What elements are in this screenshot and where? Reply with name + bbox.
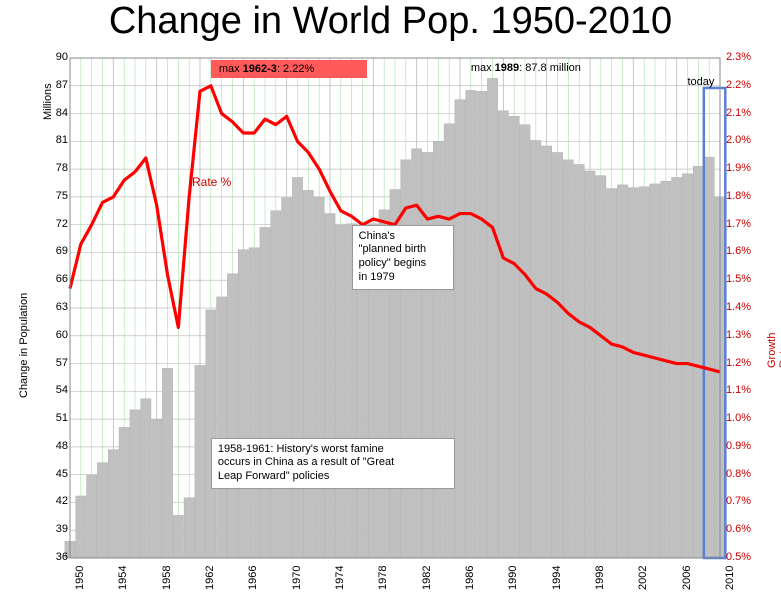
x-tick: 1998: [594, 566, 606, 590]
y1-tick: 36: [48, 551, 68, 563]
y1-tick: 42: [48, 495, 68, 507]
y2-tick: 2.1%: [726, 107, 751, 119]
y2-tick: 0.9%: [726, 440, 751, 452]
x-tick: 1994: [551, 566, 563, 590]
y2-tick: 0.7%: [726, 495, 751, 507]
chart-svg: [0, 0, 781, 599]
x-tick: 1966: [247, 566, 259, 590]
y2-tick: 1.0%: [726, 412, 751, 424]
x-tick: 2002: [637, 566, 649, 590]
rate-label: Rate %: [192, 175, 231, 189]
today-label: today: [688, 76, 715, 88]
max-rate-annotation: max 1962-3: 2.22%: [211, 60, 367, 78]
y2-tick: 1.1%: [726, 384, 751, 396]
y2-tick: 1.8%: [726, 190, 751, 202]
x-tick: 1954: [117, 566, 129, 590]
y2-tick: 1.7%: [726, 218, 751, 230]
y2-tick: 0.5%: [726, 551, 751, 563]
x-tick: 1970: [291, 566, 303, 590]
y1-tick: 78: [48, 162, 68, 174]
x-tick: 1986: [464, 566, 476, 590]
y1-tick: 72: [48, 218, 68, 230]
y1-tick: 57: [48, 357, 68, 369]
y2-tick: 2.0%: [726, 134, 751, 146]
x-tick: 1962: [204, 566, 216, 590]
x-tick: 1978: [377, 566, 389, 590]
y1-tick: 48: [48, 440, 68, 452]
y1-tick: 66: [48, 273, 68, 285]
y1-tick: 75: [48, 190, 68, 202]
y1-tick: 45: [48, 468, 68, 480]
x-tick: 1990: [507, 566, 519, 590]
y1-tick: 54: [48, 384, 68, 396]
y1-tick: 69: [48, 245, 68, 257]
y2-tick: 0.8%: [726, 468, 751, 480]
y2-tick: 1.4%: [726, 301, 751, 313]
y1-tick: 39: [48, 523, 68, 535]
china-policy-annotation: China's"planned birthpolicy" beginsin 19…: [352, 225, 454, 290]
famine-annotation: 1958-1961: History's worst famineoccurs …: [211, 438, 455, 489]
y2-tick: 2.2%: [726, 79, 751, 91]
y2-tick: 0.6%: [726, 523, 751, 535]
y1-tick: 90: [48, 51, 68, 63]
y2-tick: 1.9%: [726, 162, 751, 174]
y1-tick: 51: [48, 412, 68, 424]
y2-axis-label: Growth Rate: [766, 333, 781, 368]
y1-tick: 63: [48, 301, 68, 313]
x-tick: 1950: [74, 566, 86, 590]
y2-tick: 1.2%: [726, 357, 751, 369]
y1-tick: 81: [48, 134, 68, 146]
y2-tick: 1.3%: [726, 329, 751, 341]
y2-tick: 1.6%: [726, 245, 751, 257]
y2-tick: 2.3%: [726, 51, 751, 63]
y1-tick: 60: [48, 329, 68, 341]
x-tick: 2006: [681, 566, 693, 590]
y2-tick: 1.5%: [726, 273, 751, 285]
y1-axis-label: Change in Population: [18, 293, 30, 398]
x-tick: 1974: [334, 566, 346, 590]
x-tick: 1958: [161, 566, 173, 590]
max-pop-annotation: max 1989: 87.8 million: [471, 62, 581, 74]
x-tick: 1982: [421, 566, 433, 590]
y1-unit-label: Millions: [42, 83, 54, 120]
x-tick: 2010: [724, 566, 736, 590]
